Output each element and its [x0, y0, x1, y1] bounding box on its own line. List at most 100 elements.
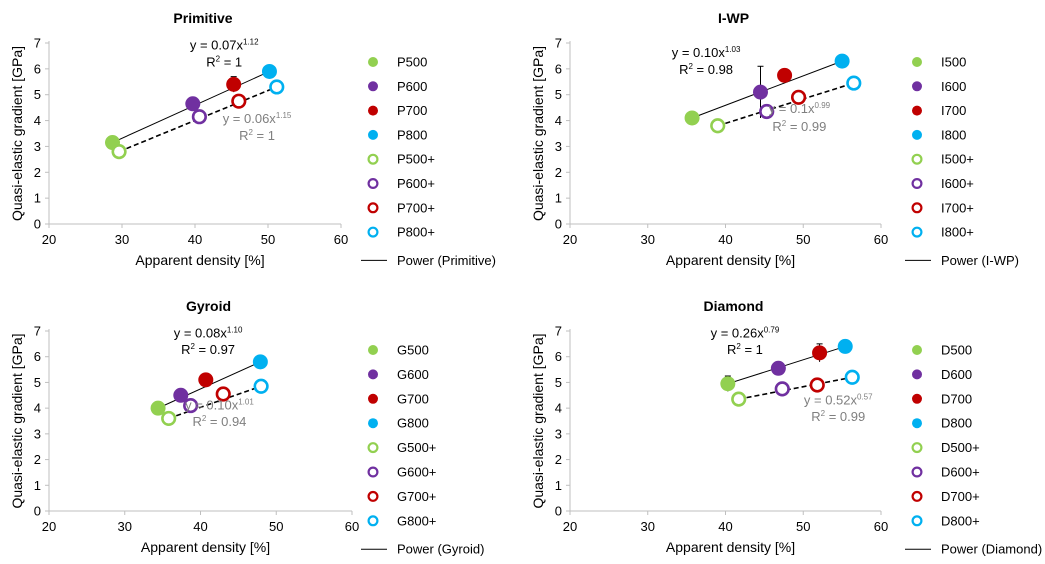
point-P800: [261, 63, 277, 79]
y-tick-label: 2: [34, 165, 41, 180]
y-tick-label: 5: [555, 87, 562, 102]
fit-equation-solid: y = 0.26x0.79: [711, 325, 780, 340]
point-G800+: [253, 378, 269, 394]
legend-label: I600: [941, 79, 966, 94]
legend-label: D800+: [941, 513, 980, 528]
legend-marker: [911, 466, 923, 478]
point-P800+: [269, 79, 285, 95]
legend-marker: [367, 466, 379, 478]
y-tick-label: 4: [555, 401, 562, 416]
legend-label: D700: [941, 391, 972, 406]
x-axis-label: Apparent density [%]: [666, 252, 795, 268]
y-tick-label: 2: [555, 452, 562, 467]
point-D500+: [731, 391, 747, 407]
y-tick-label: 6: [555, 349, 562, 364]
fit-equation-solid: y = 0.08x1.10: [174, 325, 243, 340]
legend-label: P600: [397, 79, 427, 94]
y-tick-label: 1: [34, 478, 41, 493]
chart-title: I-WP: [718, 10, 749, 26]
legend-label: I800: [941, 127, 966, 142]
legend-marker: [912, 57, 922, 67]
legend-label: P700: [397, 103, 427, 118]
point-I500: [684, 110, 700, 126]
x-tick-label: 40: [718, 232, 732, 247]
y-axis-label: Quasi-elastic gradient [GPa]: [530, 46, 546, 221]
y-tick-label: 5: [555, 375, 562, 390]
legend-marker: [911, 226, 923, 238]
point-P600+: [191, 109, 207, 125]
legend-label: G600: [397, 367, 429, 382]
y-tick-label: 3: [34, 139, 41, 154]
y-tick-label: 5: [34, 87, 41, 102]
y-tick-label: 7: [555, 324, 562, 339]
point-G500+: [161, 410, 177, 427]
point-G700+: [215, 386, 231, 402]
point-I800: [834, 53, 850, 69]
y-tick-label: 0: [34, 217, 41, 232]
point-I600+: [759, 103, 775, 120]
legend-label: P800+: [397, 225, 435, 240]
legend-label: I700+: [941, 200, 974, 215]
chart-title: Diamond: [704, 298, 764, 314]
y-tick-label: 7: [555, 36, 562, 51]
legend: P500 P600 P700 P800 P500+ P600+ P700+ P800+ Powe…: [361, 55, 496, 268]
legend-label: D600: [941, 367, 972, 382]
x-tick-label: 40: [718, 519, 732, 534]
x-tick-label: 30: [641, 519, 655, 534]
legend-marker: [367, 178, 379, 190]
point-I500+: [710, 118, 726, 134]
x-tick-label: 60: [345, 519, 359, 534]
point-I700: [777, 67, 793, 83]
x-tick-label: 50: [261, 232, 275, 247]
legend-label: G800: [397, 416, 429, 431]
fit-r-squared-solid: R2 = 1: [206, 54, 242, 69]
fit-equation-dashed: y = 0.06x1.15: [223, 111, 292, 126]
legend-marker: [368, 129, 378, 140]
point-D600: [770, 360, 786, 376]
legend-marker: [912, 105, 922, 116]
legend-label: P500+: [397, 152, 435, 167]
legend-marker: [368, 393, 378, 404]
point-I800+: [846, 75, 862, 91]
point-D500: [720, 376, 736, 392]
x-tick-label: 40: [193, 519, 207, 534]
y-tick-label: 3: [555, 426, 562, 441]
legend-label: G700: [397, 391, 429, 406]
legend: G500 G600 G700 G800 G500+ G600+ G700+ G800+ Powe…: [361, 343, 484, 557]
y-tick-label: 4: [34, 401, 41, 416]
legend-marker: [912, 129, 922, 140]
y-tick-label: 1: [555, 478, 562, 493]
legend-marker: [911, 202, 923, 214]
legend-label: P500: [397, 55, 427, 70]
y-tick-label: 1: [555, 191, 562, 206]
point-G600: [173, 387, 189, 403]
legend-marker: [912, 418, 922, 429]
fit-r-squared-dashed: R2 = 0.99: [811, 409, 865, 424]
x-tick-label: 60: [874, 519, 888, 534]
y-tick-label: 0: [555, 217, 562, 232]
trendline-dashed: [738, 376, 853, 400]
legend-marker: [367, 226, 379, 238]
y-tick-label: 6: [555, 61, 562, 76]
fit-equation-dashed: y = 0.10x1.01: [185, 397, 254, 412]
legend-label: G500: [397, 343, 429, 358]
point-D800: [837, 338, 853, 354]
x-tick-label: 60: [874, 232, 888, 247]
legend-label: G600+: [397, 465, 436, 480]
legend-marker: [912, 81, 922, 92]
fit-r-squared-solid: R2 = 0.98: [679, 62, 733, 77]
point-P500+: [111, 144, 127, 160]
legend-label: D600+: [941, 465, 980, 480]
legend: I500 I600 I700 I800 I500+ I600+ I700+ I800+ Powe…: [905, 55, 1019, 268]
legend-label: I800+: [941, 225, 974, 240]
legend-label: I500: [941, 55, 966, 70]
legend-label: Power (Gyroid): [397, 542, 484, 557]
x-tick-label: 20: [563, 232, 577, 247]
legend-label: D500: [941, 343, 972, 358]
chart-panel-i-wp: I-WP 0 1 2 3 4 5 6 7 20 30 40 50 60 Apparent density […: [530, 10, 1019, 268]
x-tick-label: 50: [796, 232, 810, 247]
trendline-dashed: [118, 86, 278, 153]
y-tick-label: 2: [555, 165, 562, 180]
legend-label: P700+: [397, 200, 435, 215]
